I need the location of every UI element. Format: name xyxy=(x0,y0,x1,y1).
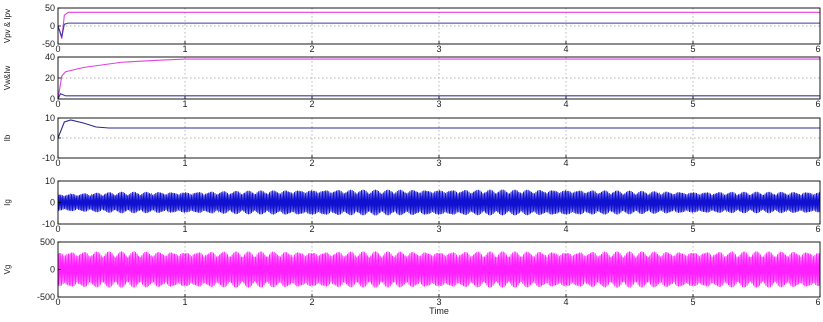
series-line-2 xyxy=(58,93,820,99)
y-tick-label: -10 xyxy=(42,153,55,163)
y-tick-label: 0 xyxy=(50,133,55,143)
data-layer xyxy=(58,58,820,99)
y-axis-label: Ib xyxy=(3,134,12,141)
x-tick-label: 6 xyxy=(815,44,820,54)
y-axis-label: Vw&Iw xyxy=(3,66,12,91)
oscillation-signal xyxy=(58,189,820,216)
x-tick-label: 4 xyxy=(563,44,568,54)
y-tick-label: 500 xyxy=(40,237,55,247)
x-tick-label: 2 xyxy=(309,44,314,54)
y-tick-label: 40 xyxy=(45,52,55,62)
x-tick-label: 5 xyxy=(690,224,695,234)
x-tick-label: 3 xyxy=(436,99,441,109)
x-tick-label: 1 xyxy=(182,44,187,54)
x-tick-label: 3 xyxy=(436,44,441,54)
x-tick-label: 4 xyxy=(563,158,568,168)
x-tick-label: 3 xyxy=(436,158,441,168)
x-tick-label: 3 xyxy=(436,224,441,234)
subplot-2: 0 1 2 3 4 5 6 40 20 0 Vw&Iw xyxy=(3,52,821,109)
series-line-1 xyxy=(58,119,820,139)
x-axis-label: Time xyxy=(429,306,449,316)
x-tick-label: 1 xyxy=(182,224,187,234)
x-tick-label: 6 xyxy=(815,224,820,234)
y-tick-label: 50 xyxy=(45,3,55,13)
x-tick-label: 0 xyxy=(55,297,60,307)
y-tick-label: 0 xyxy=(50,21,55,31)
y-tick-label: 20 xyxy=(45,73,55,83)
y-axis-label: Ig xyxy=(3,199,12,206)
y-tick-label: 0 xyxy=(50,265,55,275)
y-axis-label: Vpv & Ipv xyxy=(3,9,12,43)
x-tick-label: 4 xyxy=(563,297,568,307)
y-tick-label: 0 xyxy=(50,198,55,208)
y-tick-label: -50 xyxy=(42,39,55,49)
x-tick-label: 0 xyxy=(55,224,60,234)
x-tick-label: 1 xyxy=(182,158,187,168)
x-tick-label: 1 xyxy=(182,297,187,307)
x-tick-label: 5 xyxy=(690,99,695,109)
x-tick-label: 0 xyxy=(55,99,60,109)
data-layer xyxy=(58,11,820,39)
oscillation-signal xyxy=(58,251,820,288)
x-tick-label: 5 xyxy=(690,44,695,54)
x-tick-label: 2 xyxy=(309,297,314,307)
x-tick-label: 1 xyxy=(182,99,187,109)
x-tick-label: 3 xyxy=(436,297,441,307)
x-tick-label: 5 xyxy=(690,158,695,168)
x-tick-label: 0 xyxy=(55,44,60,54)
x-tick-label: 5 xyxy=(690,297,695,307)
y-tick-label: -10 xyxy=(42,219,55,229)
y-tick-label: 10 xyxy=(45,113,55,123)
x-tick-label: 4 xyxy=(563,99,568,109)
x-tick-label: 2 xyxy=(309,158,314,168)
x-tick-label: 6 xyxy=(815,158,820,168)
y-tick-label: 10 xyxy=(45,176,55,186)
series-line-1 xyxy=(58,58,820,99)
x-tick-label: 6 xyxy=(815,297,820,307)
x-tick-label: 4 xyxy=(563,224,568,234)
y-tick-label: 0 xyxy=(50,94,55,104)
data-layer xyxy=(58,251,820,288)
x-tick-label: 2 xyxy=(309,224,314,234)
x-tick-label: 0 xyxy=(55,158,60,168)
y-axis-label: Vg xyxy=(3,265,12,275)
y-tick-label: -500 xyxy=(37,292,55,302)
series-line-2 xyxy=(58,22,820,39)
x-tick-label: 6 xyxy=(815,99,820,109)
data-layer xyxy=(58,119,820,139)
data-layer xyxy=(58,189,820,216)
x-tick-label: 2 xyxy=(309,99,314,109)
